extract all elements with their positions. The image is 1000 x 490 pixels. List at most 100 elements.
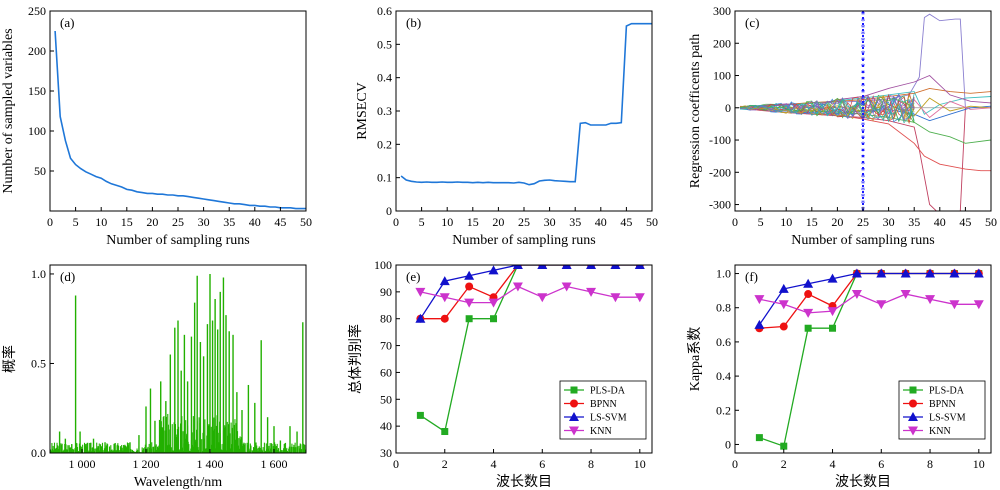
y-axis-label: Regression coefficents path [688, 34, 703, 188]
series-line [420, 285, 640, 304]
data-point [537, 265, 548, 269]
legend-marker [908, 412, 918, 421]
x-tick-label: 5 [73, 215, 79, 229]
data-point [803, 278, 814, 288]
y-tick-label: 0.6 [716, 335, 731, 349]
x-tick-label: 4 [830, 457, 836, 471]
asterisk-marker: * [861, 140, 866, 150]
x-tick-label: 1 600 [261, 457, 288, 471]
data-point [755, 434, 763, 442]
y-tick-label: 250 [28, 4, 46, 18]
y-tick-label: 0 [725, 101, 731, 115]
y-tick-label: 70 [380, 339, 392, 353]
panel-label: (c) [745, 15, 759, 30]
legend-entry: LS-SVM [590, 413, 627, 424]
x-tick-label: 0 [393, 215, 399, 229]
y-axis-label: Number of sampled variables [1, 28, 16, 193]
coefficient-path [740, 93, 915, 121]
x-tick-label: 40 [249, 215, 261, 229]
x-tick-label: 40 [934, 215, 946, 229]
panel-a: 0 5 10 15 20 25 30 35 40 45 50 50 100 150 200 250 (a) Num… [1, 4, 312, 248]
x-tick-label: 35 [908, 215, 920, 229]
plot-frame [395, 264, 653, 454]
panel-f: PLS-DA BPNN LS-SVM KNN 0 2 4 6 8 10 0 0.2 0.4 0.6 0.8 1… [687, 264, 992, 490]
y-axis-label: 概率 [1, 345, 18, 373]
x-tick-label: 0 [732, 215, 738, 229]
data-point [464, 298, 475, 308]
asterisk-marker: * [861, 114, 866, 124]
y-tick-label: 30 [380, 446, 392, 460]
asterisk-marker: * [861, 69, 866, 79]
data-point [561, 265, 572, 269]
x-axis-label: 波长数目 [496, 474, 552, 490]
data-point [804, 324, 812, 332]
y-tick-label: 50 [34, 164, 46, 178]
data-point [973, 300, 984, 310]
y-tick-label: 0.2 [716, 403, 731, 417]
x-tick-label: 10 [780, 215, 792, 229]
plot-area [754, 268, 984, 450]
x-tick-label: 6 [878, 457, 884, 471]
plot-area: ******************************* [735, 11, 991, 211]
x-tick-label: 0 [732, 457, 738, 471]
data-point [512, 282, 523, 292]
panel-label: (a) [60, 15, 74, 30]
x-tick-label: 20 [492, 215, 504, 229]
plot-frame [734, 10, 992, 212]
legend-entry: BPNN [590, 399, 617, 410]
y-tick-label: 0.2 [377, 137, 392, 151]
data-point [829, 324, 837, 332]
panel-d: 1 000 1 200 1 400 1 600 0.0 0.5 1.0 (d) Waveleng… [1, 264, 307, 490]
y-tick-label: 100 [28, 124, 46, 138]
data-point [900, 268, 911, 278]
y-tick-label: 90 [380, 285, 392, 299]
x-axis-label: Number of sampling runs [791, 233, 934, 248]
data-point [778, 300, 789, 310]
data-point [537, 293, 548, 303]
x-tick-label: 2 [442, 457, 448, 471]
coefficient-path [740, 93, 915, 120]
legend-marker [569, 426, 579, 436]
data-point [416, 411, 424, 419]
x-tick-label: 40 [595, 215, 607, 229]
y-tick-label: 0.4 [377, 71, 392, 85]
asterisk-marker: * [861, 147, 866, 157]
x-tick-label: 20 [831, 215, 843, 229]
data-point [949, 300, 960, 310]
x-tick-label: 20 [146, 215, 158, 229]
plot-area [415, 265, 645, 436]
x-axis-label: 波长数目 [835, 474, 891, 490]
x-axis-label: Number of sampling runs [452, 233, 595, 248]
data-point [925, 295, 936, 305]
coefficient-path [740, 107, 966, 211]
x-tick-label: 6 [539, 457, 545, 471]
data-point [610, 293, 621, 303]
x-tick-label: 45 [959, 215, 971, 229]
data-point [488, 298, 499, 308]
data-point [851, 268, 862, 278]
data-point [441, 428, 449, 436]
asterisk-marker: * [861, 134, 866, 144]
legend-marker [570, 399, 578, 408]
x-axis-label: Wavelength/nm [134, 475, 222, 490]
data-point [925, 268, 936, 278]
plot-frame [49, 10, 307, 212]
y-tick-label: 60 [380, 365, 392, 379]
coefficient-path [740, 93, 915, 124]
y-tick-label: 0 [725, 437, 731, 451]
data-point [634, 265, 645, 269]
data-point [465, 315, 473, 323]
data-point [949, 268, 960, 278]
data-point [440, 314, 449, 323]
series-line [54, 30, 306, 210]
asterisk-marker: * [861, 43, 866, 53]
asterisk-marker: * [861, 192, 866, 202]
panel-label: (f) [745, 269, 758, 284]
y-tick-label: 40 [380, 419, 392, 433]
y-tick-label: 0.3 [377, 104, 392, 118]
x-tick-label: 10 [634, 457, 646, 471]
coefficient-path [740, 13, 971, 109]
asterisk-marker: * [861, 36, 866, 46]
x-tick-label: 30 [883, 215, 895, 229]
panel-b: 0 5 10 15 20 25 30 35 40 45 50 0 0.1 0.2 0.3 0.4 0.5 0.6 (… [355, 4, 658, 248]
